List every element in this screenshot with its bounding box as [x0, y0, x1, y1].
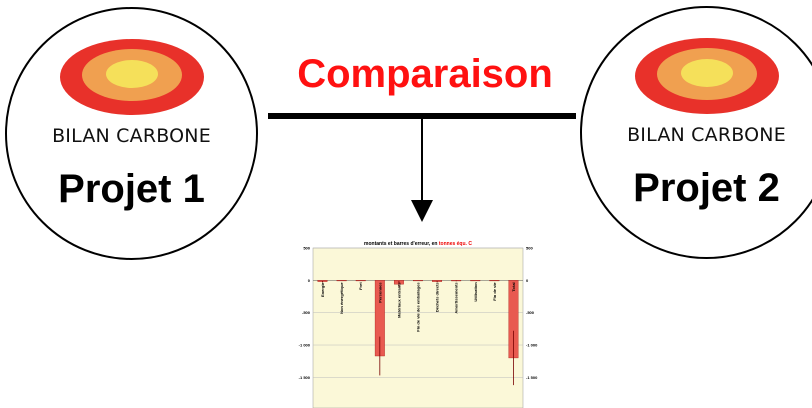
y-tick-label: 0	[308, 278, 311, 283]
category-label: Energie	[320, 282, 325, 297]
y-tick-label: -1 500	[526, 375, 538, 380]
category-label: Total	[511, 282, 516, 291]
y-tick-label: -500	[526, 310, 535, 315]
bar	[413, 280, 423, 282]
bilan-carbone-logo-icon	[59, 39, 204, 115]
y-tick-label: 0	[526, 278, 529, 283]
comparison-title: Comparaison	[297, 52, 553, 96]
chart-title: montants et barres d'erreur, en tonnes é…	[364, 241, 472, 247]
chart-title-unit: tonnes équ. C	[439, 241, 472, 247]
bars	[317, 280, 519, 386]
category-label: Utilisation	[473, 282, 478, 302]
y-tick-label: -1 500	[299, 375, 311, 380]
chart-title-part: montants et barres d'erreur, en	[364, 241, 439, 247]
project-2-label: Projet 2	[633, 166, 780, 210]
category-label: Déchets directs	[435, 282, 440, 313]
down-arrow-icon	[411, 200, 433, 222]
bar	[355, 280, 366, 282]
bar	[489, 280, 500, 282]
y-tick-label: -500	[302, 310, 311, 315]
logo-text: BILAN CARBONE	[52, 125, 211, 147]
y-tick-label: -1 000	[526, 343, 538, 348]
project-1-label: Projet 1	[58, 167, 205, 211]
category-label: Fin de vie des emballages	[416, 282, 421, 332]
category-labels: Energie Non énergétique Fret Personnes Matér…	[320, 282, 516, 332]
category-label: Fin de vie	[492, 282, 497, 301]
bar	[336, 280, 347, 282]
bilan-carbone-logo-icon	[634, 38, 779, 114]
category-label: Personnes	[377, 282, 382, 303]
category-label: Amortissements	[454, 282, 459, 314]
project-2-circle: BILAN CARBONE Projet 2	[580, 6, 812, 259]
category-label: Matériaux entrants	[396, 282, 401, 318]
y-tick-label: 500	[303, 246, 310, 251]
bar	[470, 280, 481, 282]
plot-background	[312, 247, 524, 408]
mini-chart: montants et barres d'erreur, en tonnes é…	[299, 241, 538, 408]
y-tick-label: 500	[526, 246, 533, 251]
y-tick-label: -1 000	[299, 343, 311, 348]
category-label: Non énergétique	[339, 282, 344, 314]
logo-text: BILAN CARBONE	[627, 124, 786, 146]
category-label: Fret	[358, 282, 363, 290]
project-1-circle: BILAN CARBONE Projet 1	[5, 7, 258, 260]
